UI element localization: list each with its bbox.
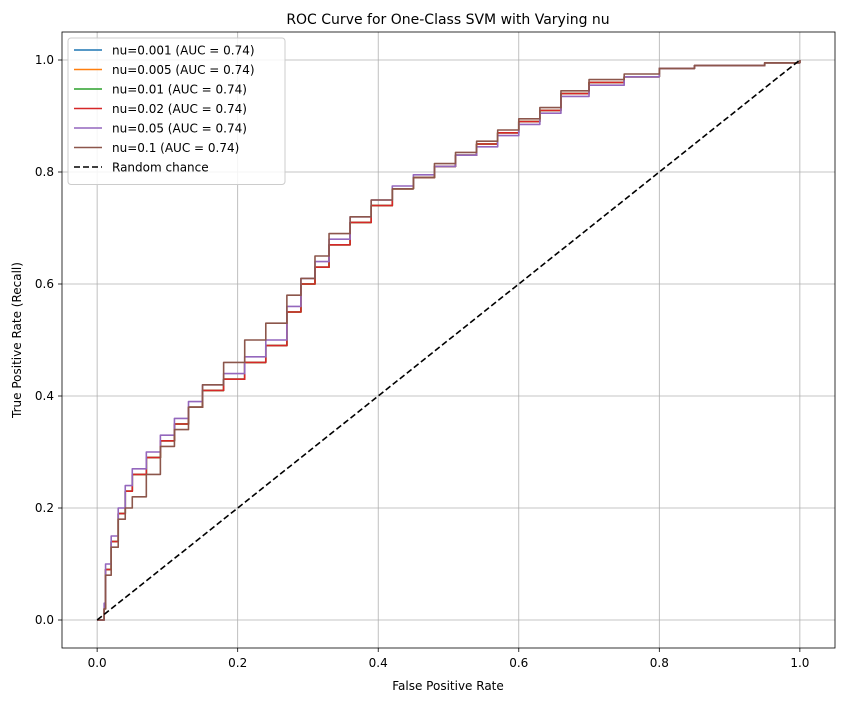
x-tick-label: 0.2 [228,656,247,670]
x-tick-label: 0.8 [650,656,669,670]
x-tick-label: 1.0 [790,656,809,670]
random-chance-line [96,59,801,621]
legend-label: nu=0.005 (AUC = 0.74) [112,63,255,77]
legend-label: nu=0.05 (AUC = 0.74) [112,122,247,136]
legend-label: nu=0.001 (AUC = 0.74) [112,44,255,58]
y-tick-label: 0.2 [35,501,54,515]
legend-label: nu=0.02 (AUC = 0.74) [112,102,247,116]
y-tick-label: 0.4 [35,389,54,403]
y-tick-label: 0.0 [35,613,54,627]
y-axis-label: True Positive Rate (Recall) [10,262,24,419]
legend-label: nu=0.1 (AUC = 0.74) [112,141,239,155]
chart-title: ROC Curve for One-Class SVM with Varying… [286,12,609,28]
legend-box [67,37,286,185]
y-tick-label: 1.0 [35,53,54,67]
x-tick-label: 0.4 [369,656,388,670]
x-axis-label: False Positive Rate [392,679,504,693]
series-group [96,59,801,621]
y-tick-label: 0.8 [35,165,54,179]
x-tick-label: 0.0 [88,656,107,670]
plot-frame [61,31,836,649]
x-axis-ticks: 0.0 0.2 0.4 0.6 0.8 1.0 [88,648,809,670]
x-tick-label: 0.6 [509,656,528,670]
legend: nu=0.001 (AUC = 0.74) nu=0.005 (AUC = 0.7… [67,37,286,185]
y-axis-ticks: 0.0 0.2 0.4 0.6 0.8 1.0 [35,53,62,627]
legend-label: Random chance [112,161,209,175]
legend-label: nu=0.01 (AUC = 0.74) [112,83,247,97]
y-tick-label: 0.6 [35,277,54,291]
roc-series-line-5 [97,60,801,621]
